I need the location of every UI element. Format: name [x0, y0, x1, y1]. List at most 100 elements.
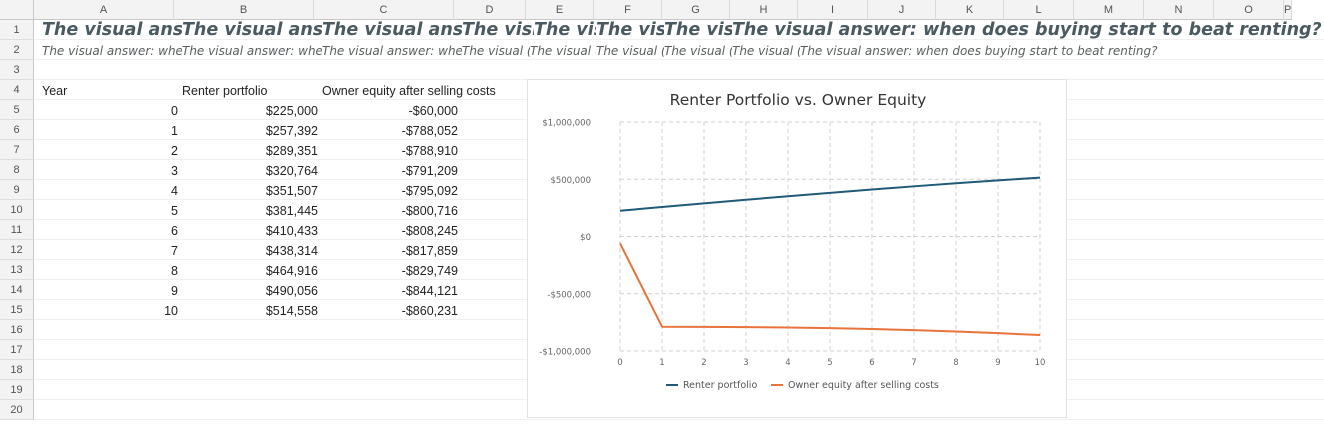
column-header-n[interactable]: N — [1144, 0, 1214, 20]
cell-renter-portfolio[interactable]: $289,351 — [265, 144, 318, 158]
cell-year[interactable]: 6 — [171, 224, 178, 238]
cell-owner-equity[interactable]: -$860,231 — [401, 304, 458, 318]
subtitle-cell-fragment[interactable]: The visual answer: whe — [322, 44, 462, 58]
row-header-1[interactable]: 1 — [0, 20, 34, 40]
column-header-k[interactable]: K — [936, 0, 1004, 20]
cell-renter-portfolio[interactable]: $225,000 — [265, 104, 318, 118]
cell-renter-portfolio[interactable]: $464,916 — [265, 264, 318, 278]
x-tick-label: 10 — [1035, 358, 1046, 368]
row-header-6[interactable]: 6 — [0, 120, 34, 140]
cell-year[interactable]: 5 — [171, 204, 178, 218]
title-cell-fragment[interactable]: The visi — [462, 20, 534, 40]
subtitle-cell-fragment[interactable]: The visual ( — [462, 44, 530, 58]
header-owner-equity[interactable]: Owner equity after selling costs — [322, 84, 496, 98]
cell-renter-portfolio[interactable]: $320,764 — [265, 164, 318, 178]
y-tick-label: -$500,000 — [547, 290, 591, 300]
row-header-3[interactable]: 3 — [0, 60, 34, 80]
row-header-12[interactable]: 12 — [0, 240, 34, 260]
column-header-a[interactable]: A — [34, 0, 174, 20]
header-year[interactable]: Year — [42, 84, 68, 98]
title-cell-fragment[interactable]: The visi — [534, 20, 596, 40]
legend-label: Owner equity after selling costs — [788, 380, 939, 391]
cell-year[interactable]: 10 — [164, 304, 178, 318]
cell-renter-portfolio[interactable]: $514,558 — [265, 304, 318, 318]
column-header-i[interactable]: I — [798, 0, 868, 20]
title-cell-fragment[interactable]: The visual answ — [42, 20, 182, 40]
cell-year[interactable]: 8 — [171, 264, 178, 278]
cell-owner-equity[interactable]: -$817,859 — [401, 244, 458, 258]
subtitle-cell-fragment[interactable]: The visual ( — [664, 44, 732, 58]
chart-container[interactable]: Renter Portfolio vs. Owner Equity $1,000,… — [527, 79, 1067, 418]
title-cell-fragment[interactable]: The visual answ — [322, 20, 462, 40]
row-header-19[interactable]: 19 — [0, 380, 34, 400]
row-header-15[interactable]: 15 — [0, 300, 34, 320]
cell-renter-portfolio[interactable]: $257,392 — [265, 124, 318, 138]
cell-year[interactable]: 2 — [171, 144, 178, 158]
cell-renter-portfolio[interactable]: $438,314 — [265, 244, 318, 258]
column-header-c[interactable]: C — [314, 0, 454, 20]
row-header-14[interactable]: 14 — [0, 280, 34, 300]
legend-label: Renter portfolio — [683, 380, 757, 391]
series-line-owner-equity — [619, 242, 1041, 336]
x-tick-label: 0 — [617, 358, 622, 368]
subtitle-cell-fragment[interactable]: The visual answer: whe — [42, 44, 182, 58]
header-renter-portfolio[interactable]: Renter portfolio — [182, 84, 268, 98]
cell-year[interactable]: 3 — [171, 164, 178, 178]
cell-renter-portfolio[interactable]: $351,507 — [265, 184, 318, 198]
row-header-7[interactable]: 7 — [0, 140, 34, 160]
title-cell-fragment[interactable]: The visual answ — [182, 20, 322, 40]
title-cell-full[interactable]: The visual answer: when does buying star… — [732, 20, 1322, 40]
cell-owner-equity[interactable]: -$795,092 — [401, 184, 458, 198]
cell-owner-equity[interactable]: -$788,910 — [401, 144, 458, 158]
cell-renter-portfolio[interactable]: $381,445 — [265, 204, 318, 218]
column-header-g[interactable]: G — [662, 0, 730, 20]
row-header-13[interactable]: 13 — [0, 260, 34, 280]
row-header-16[interactable]: 16 — [0, 320, 34, 340]
row-header-17[interactable]: 17 — [0, 340, 34, 360]
row-header-10[interactable]: 10 — [0, 200, 34, 220]
subtitle-cell-fragment[interactable]: The visual ( — [530, 44, 596, 58]
cell-owner-equity[interactable]: -$808,245 — [401, 224, 458, 238]
column-header-e[interactable]: E — [526, 0, 594, 20]
column-header-l[interactable]: L — [1004, 0, 1074, 20]
subtitle-cell-fragment[interactable]: The visual answer: whe — [182, 44, 322, 58]
subtitle-cell-full[interactable]: The visual answer: when does buying star… — [800, 44, 1158, 58]
cell-owner-equity[interactable]: -$788,052 — [401, 124, 458, 138]
column-header-j[interactable]: J — [868, 0, 936, 20]
cell-renter-portfolio[interactable]: $410,433 — [265, 224, 318, 238]
cell-year[interactable]: 9 — [171, 284, 178, 298]
cell-year[interactable]: 4 — [171, 184, 178, 198]
cell-year[interactable]: 7 — [171, 244, 178, 258]
row-header-8[interactable]: 8 — [0, 160, 34, 180]
column-header-o[interactable]: O — [1214, 0, 1284, 20]
row-header-11[interactable]: 11 — [0, 220, 34, 240]
row-header-18[interactable]: 18 — [0, 360, 34, 380]
column-header-p[interactable]: P — [1284, 0, 1293, 20]
cell-year[interactable]: 1 — [171, 124, 178, 138]
cell-owner-equity[interactable]: -$829,749 — [401, 264, 458, 278]
column-header-m[interactable]: M — [1074, 0, 1144, 20]
subtitle-cell-fragment[interactable]: The visual ( — [732, 44, 800, 58]
column-header-f[interactable]: F — [594, 0, 662, 20]
column-header-b[interactable]: B — [174, 0, 314, 20]
cell-owner-equity[interactable]: -$60,000 — [408, 104, 458, 118]
column-header-h[interactable]: H — [730, 0, 798, 20]
row-gridline — [34, 59, 1324, 60]
row-header-2[interactable]: 2 — [0, 40, 34, 60]
cell-owner-equity[interactable]: -$844,121 — [401, 284, 458, 298]
title-cell-fragment[interactable]: The visi — [596, 20, 664, 40]
cell-renter-portfolio[interactable]: $490,056 — [265, 284, 318, 298]
column-header-d[interactable]: D — [454, 0, 526, 20]
cell-owner-equity[interactable]: -$800,716 — [401, 204, 458, 218]
title-cell-fragment[interactable]: The visi — [664, 20, 732, 40]
y-tick-label: $500,000 — [550, 176, 591, 186]
row-header-20[interactable]: 20 — [0, 400, 34, 420]
row-header-5[interactable]: 5 — [0, 100, 34, 120]
row-header-4[interactable]: 4 — [0, 80, 34, 100]
select-all-corner[interactable] — [0, 0, 34, 20]
cell-year[interactable]: 0 — [171, 104, 178, 118]
subtitle-cell-fragment[interactable]: The visual ( — [596, 44, 664, 58]
cell-owner-equity[interactable]: -$791,209 — [401, 164, 458, 178]
row-header-9[interactable]: 9 — [0, 180, 34, 200]
